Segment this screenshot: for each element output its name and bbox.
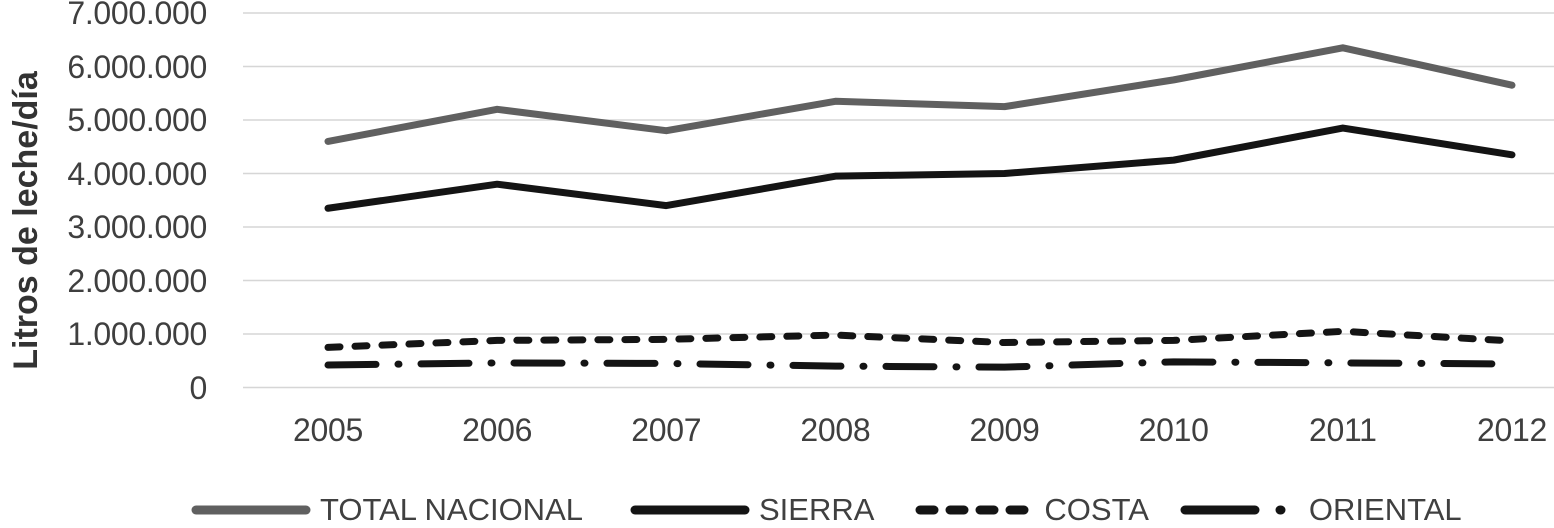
x-tick-label: 2009 — [969, 412, 1040, 448]
y-tick-label: 6.000.000 — [67, 48, 207, 85]
series-line-costa — [324, 327, 1516, 351]
legend-label: TOTAL NACIONAL — [320, 492, 583, 527]
legend-marker-oriental — [1180, 505, 1300, 515]
legend-item-costa: COSTA — [914, 492, 1149, 528]
y-tick-label: 0 — [189, 369, 208, 406]
legend-item-sierra: SIERRA — [629, 492, 874, 528]
y-tick-label: 7.000.000 — [67, 0, 207, 31]
x-tick-label: 2010 — [1138, 412, 1209, 448]
legend-marker-sierra — [630, 505, 750, 515]
legend-label: COSTA — [1044, 492, 1149, 527]
legend-label: ORIENTAL — [1308, 492, 1462, 527]
x-tick-label: 2005 — [293, 412, 363, 448]
series-line-sierra — [324, 124, 1516, 212]
y-tick-label: 5.000.000 — [67, 102, 207, 138]
legend-label: SIERRA — [759, 492, 875, 527]
x-tick-label: 2012 — [1476, 412, 1547, 448]
x-tick-label: 2008 — [800, 412, 871, 448]
x-tick-label: 2006 — [462, 412, 533, 448]
legend-item-total-nacional: TOTAL NACIONAL — [190, 492, 583, 528]
x-tick-label: 2011 — [1309, 412, 1377, 448]
y-tick-label: 3.000.000 — [67, 209, 207, 245]
series-line-total-nacional — [324, 44, 1516, 145]
legend-marker-total-nacional — [191, 505, 311, 515]
legend-marker-costa — [915, 505, 1035, 515]
x-tick-label: 2007 — [631, 412, 702, 448]
y-tick-label: 2.000.000 — [67, 262, 207, 299]
y-tick-label: 1.000.000 — [67, 316, 207, 352]
series-line-oriental — [324, 358, 1516, 371]
y-tick-label: 4.000.000 — [67, 155, 207, 192]
chart-legend: TOTAL NACIONAL SIERRA COSTA ORIENTAL — [0, 492, 1554, 528]
legend-item-oriental: ORIENTAL — [1179, 492, 1462, 528]
